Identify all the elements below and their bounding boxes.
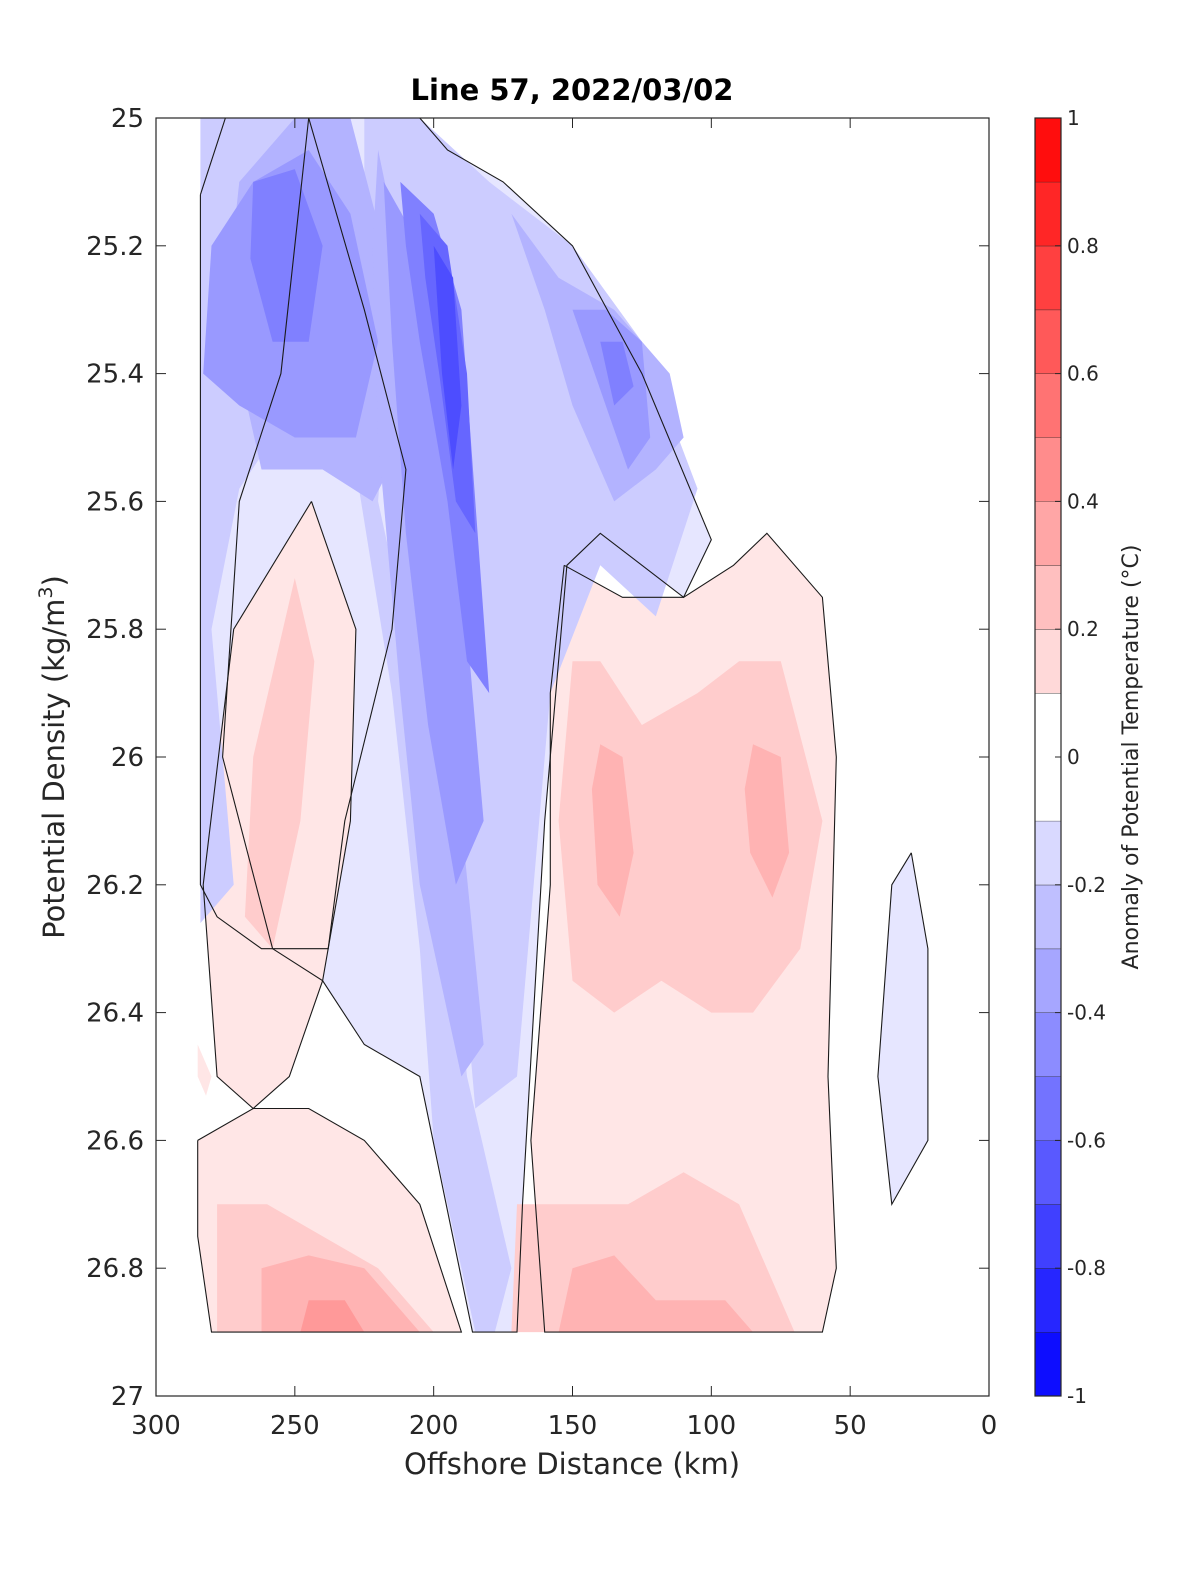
contour-region: [433, 245, 462, 470]
colorbar-band: [1035, 948, 1061, 1013]
colorbar-band: [1035, 181, 1061, 246]
y-tick-label: 25.6: [86, 487, 144, 517]
contour-region: [250, 169, 323, 342]
colorbar-band: [1035, 501, 1061, 566]
y-axis-label-sup: 3: [35, 586, 57, 598]
colorbar-tick-label: -0.2: [1067, 873, 1106, 897]
colorbar-band: [1035, 884, 1061, 949]
contour-region: [244, 578, 315, 949]
colorbar-band: [1035, 1012, 1061, 1077]
zero-contour-line: [222, 118, 712, 1333]
zero-contour-line: [202, 501, 357, 1110]
y-tick-label: 27: [111, 1382, 144, 1412]
y-axis-label: Potential Density (kg/m3): [35, 575, 71, 939]
colorbar-band: [1035, 309, 1061, 374]
colorbar-tick-label: 0.6: [1067, 362, 1099, 386]
colorbar-tick-label: -0.6: [1067, 1128, 1106, 1152]
colorbar-band: [1035, 1332, 1061, 1396]
y-tick-label: 26: [111, 743, 144, 773]
x-tick-label: 200: [409, 1411, 459, 1441]
colorbar-band: [1035, 565, 1061, 630]
zero-contour-line: [530, 532, 837, 1333]
colorbar-band: [1035, 1140, 1061, 1205]
y-tick-label: 26.2: [86, 871, 144, 901]
colorbar-tick-label: 0.2: [1067, 617, 1099, 641]
y-tick-label: 25.8: [86, 615, 144, 645]
y-tick-label: 26.4: [86, 999, 144, 1029]
colorbar-tick-label: 1: [1067, 106, 1080, 130]
zero-contour-lines: [197, 118, 929, 1333]
x-tick-label: 250: [270, 1411, 320, 1441]
x-tick-label: 300: [131, 1411, 181, 1441]
contour-region: [744, 744, 790, 898]
colorbar-band: [1035, 820, 1061, 885]
colorbar-band: [1035, 373, 1061, 438]
colorbar-band: [1035, 437, 1061, 502]
x-tick-label: 0: [981, 1411, 998, 1441]
y-tick-label: 25.2: [86, 232, 144, 262]
colorbar-tick-label: 0.4: [1067, 489, 1099, 513]
colorbar-tick-label: -0.4: [1067, 1001, 1106, 1025]
colorbar-band: [1035, 1076, 1061, 1141]
colorbar-tick-label: -1: [1067, 1384, 1087, 1408]
y-tick-label: 25.4: [86, 360, 144, 390]
colorbar-tick-label: 0.8: [1067, 234, 1099, 258]
contour-region: [197, 1044, 212, 1096]
y-axis-label-end: ): [37, 575, 71, 586]
colorbar-band: [1035, 118, 1061, 182]
y-tick-label: 26.6: [86, 1126, 144, 1156]
contour-region: [383, 181, 484, 885]
contour-region: [591, 744, 634, 917]
x-axis-label: Offshore Distance (km): [404, 1447, 740, 1481]
colorbar-label: Anomaly of Potential Temperature (°C): [1119, 545, 1144, 970]
zero-contour-line: [877, 852, 929, 1207]
contour-region: [877, 852, 928, 1205]
zero-contour-line: [199, 118, 407, 950]
contour-region: [400, 181, 490, 694]
colorbar-band: [1035, 1204, 1061, 1269]
contour-region: [261, 1255, 420, 1333]
chart-title: Line 57, 2022/03/02: [411, 73, 734, 107]
x-tick-label: 150: [548, 1411, 598, 1441]
y-tick-label: 26.8: [86, 1254, 144, 1284]
y-tick-label: 25: [111, 104, 144, 134]
contour-region: [300, 1300, 365, 1333]
colorbar-tick-label: 0: [1067, 745, 1080, 769]
colorbar-band: [1035, 245, 1061, 310]
contour-region: [600, 341, 634, 406]
colorbar-ticks: -1 -0.8 -0.6 -0.4 -0.2 0 0.2 0.4 0.6 0.8 1: [1055, 106, 1106, 1408]
x-axis: 300 250 200 150 100 50 0: [131, 118, 997, 1441]
x-tick-label: 100: [687, 1411, 737, 1441]
zero-contour-line: [197, 1107, 463, 1333]
contour-region: [558, 1255, 753, 1333]
y-axis-label-main: Potential Density (kg/m: [37, 599, 71, 939]
colorbar-band: [1035, 629, 1061, 694]
y-axis: 25 25.2 25.4 25.6 25.8 26 26.2 26.4 26.6 26.8 27: [86, 104, 989, 1412]
x-tick-label: 50: [834, 1411, 867, 1441]
colorbar-tick-label: -0.8: [1067, 1256, 1106, 1280]
colorbar-band: [1035, 1268, 1061, 1333]
